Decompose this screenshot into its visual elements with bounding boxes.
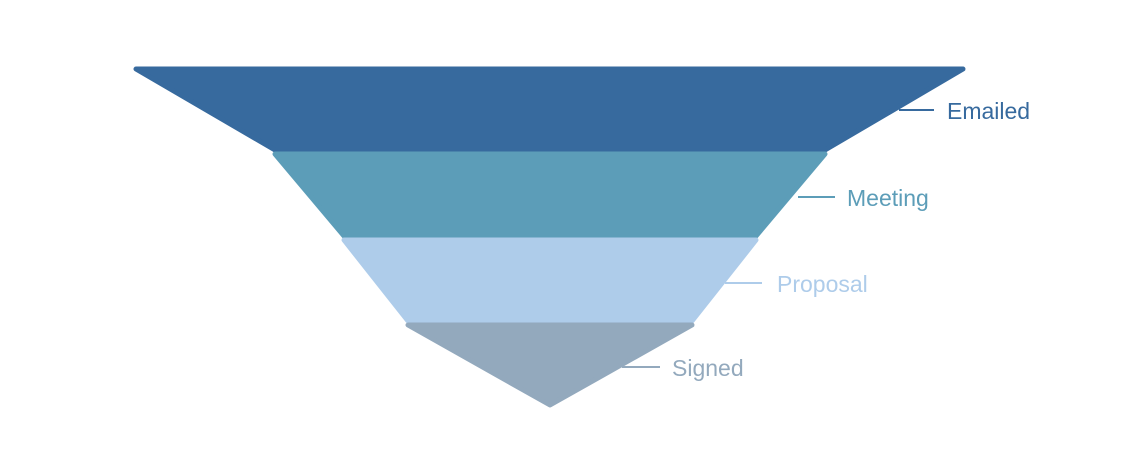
funnel-stage-emailed: Emailed bbox=[133, 66, 1030, 153]
funnel-segment-proposal bbox=[341, 237, 759, 324]
stage-label-signed: Signed bbox=[672, 355, 744, 381]
stage-label-emailed: Emailed bbox=[947, 98, 1030, 124]
funnel-stage-proposal: Proposal bbox=[341, 237, 868, 324]
stage-label-proposal: Proposal bbox=[777, 271, 868, 297]
stage-label-meeting: Meeting bbox=[847, 185, 929, 211]
funnel-stage-meeting: Meeting bbox=[272, 151, 929, 239]
funnel-segment-meeting bbox=[272, 151, 828, 239]
funnel-stage-signed: Signed bbox=[405, 322, 744, 408]
funnel-segment-signed bbox=[405, 322, 695, 408]
funnel-segment-emailed bbox=[133, 66, 966, 153]
